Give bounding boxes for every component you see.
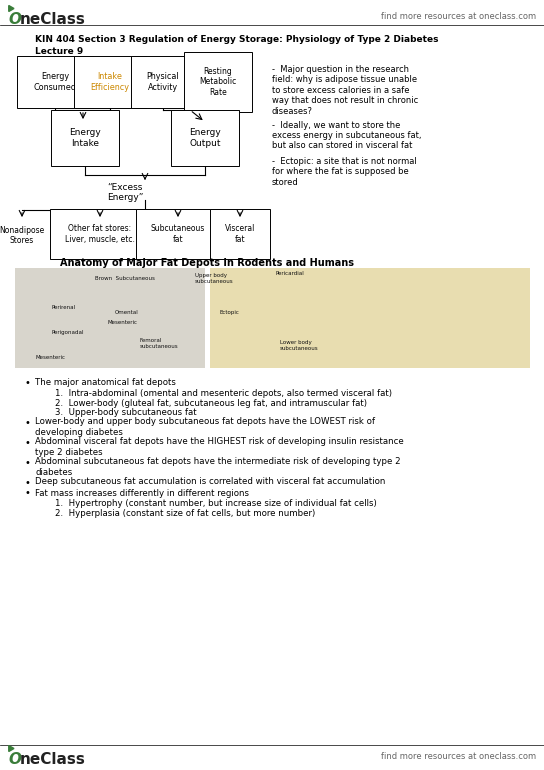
Text: Visceral
fat: Visceral fat xyxy=(225,224,255,243)
Text: “Excess
Energy”: “Excess Energy” xyxy=(107,183,143,203)
Text: find more resources at oneclass.com: find more resources at oneclass.com xyxy=(381,752,536,761)
Bar xyxy=(15,268,205,368)
Text: -  Ideally, we want to store the
excess energy in subcutaneous fat,
but also can: - Ideally, we want to store the excess e… xyxy=(272,120,422,150)
Text: Ectopic: Ectopic xyxy=(220,310,240,315)
Text: Omental: Omental xyxy=(115,310,139,315)
Text: •: • xyxy=(25,457,31,467)
Text: KIN 404 Section 3 Regulation of Energy Storage: Physiology of Type 2 Diabetes: KIN 404 Section 3 Regulation of Energy S… xyxy=(35,35,438,44)
Text: Pericardial: Pericardial xyxy=(275,271,304,276)
Text: 1.  Intra-abdominal (omental and mesenteric depots, also termed visceral fat): 1. Intra-abdominal (omental and mesenter… xyxy=(55,389,392,398)
Text: Perigonadal: Perigonadal xyxy=(52,330,84,335)
Text: neClass: neClass xyxy=(20,12,86,27)
Text: 3.  Upper-body subcutaneous fat: 3. Upper-body subcutaneous fat xyxy=(55,408,196,417)
Text: Intake
Efficiency: Intake Efficiency xyxy=(90,72,129,92)
Text: O: O xyxy=(8,752,21,767)
Text: Deep subcutaneous fat accumulation is correlated with visceral fat accumulation: Deep subcutaneous fat accumulation is co… xyxy=(35,477,385,487)
Text: Femoral
subcutaneous: Femoral subcutaneous xyxy=(140,338,178,349)
Text: Lower-body and upper body subcutaneous fat depots have the LOWEST risk of
develo: Lower-body and upper body subcutaneous f… xyxy=(35,417,375,437)
Text: -  Ectopic: a site that is not normal
for where the fat is supposed be
stored: - Ectopic: a site that is not normal for… xyxy=(272,157,417,187)
Text: Energy
Consumed: Energy Consumed xyxy=(34,72,77,92)
Text: 2.  Hyperplasia (constant size of fat cells, but more number): 2. Hyperplasia (constant size of fat cel… xyxy=(55,509,316,518)
Text: Mesenteric: Mesenteric xyxy=(108,320,138,325)
Text: Energy
Output: Energy Output xyxy=(189,129,221,148)
Text: 2.  Lower-body (gluteal fat, subcutaneous leg fat, and intramuscular fat): 2. Lower-body (gluteal fat, subcutaneous… xyxy=(55,399,367,407)
Text: Lower body
subcutaneous: Lower body subcutaneous xyxy=(280,340,319,351)
Text: Brown  Subcutaneous: Brown Subcutaneous xyxy=(95,276,155,281)
Text: The major anatomical fat depots: The major anatomical fat depots xyxy=(35,378,176,387)
Text: Fat mass increases differently in different regions: Fat mass increases differently in differ… xyxy=(35,488,249,497)
Text: -  Major question in the research
field: why is adipose tissue unable
to store e: - Major question in the research field: … xyxy=(272,65,418,116)
Text: •: • xyxy=(25,477,31,487)
Text: Physical
Activity: Physical Activity xyxy=(147,72,180,92)
Bar xyxy=(210,268,530,368)
Text: Nonadipose
Stores: Nonadipose Stores xyxy=(0,226,45,246)
Text: •: • xyxy=(25,488,31,498)
Text: Upper body
subcutaneous: Upper body subcutaneous xyxy=(195,273,233,284)
Text: find more resources at oneclass.com: find more resources at oneclass.com xyxy=(381,12,536,21)
Text: 1.  Hypertrophy (constant number, but increase size of individual fat cells): 1. Hypertrophy (constant number, but inc… xyxy=(55,500,377,508)
Text: Anatomy of Major Fat Depots in Rodents and Humans: Anatomy of Major Fat Depots in Rodents a… xyxy=(60,258,354,268)
Text: Energy
Intake: Energy Intake xyxy=(69,129,101,148)
Text: neClass: neClass xyxy=(20,752,86,767)
Text: Other fat stores:
Liver, muscle, etc.: Other fat stores: Liver, muscle, etc. xyxy=(65,224,135,243)
Text: •: • xyxy=(25,437,31,447)
Text: Mesenteric: Mesenteric xyxy=(35,355,65,360)
Text: Resting
Metabolic
Rate: Resting Metabolic Rate xyxy=(199,67,237,97)
Text: •: • xyxy=(25,378,31,388)
Text: Subcutaneous
fat: Subcutaneous fat xyxy=(151,224,205,243)
Text: Abdominal subcutaneous fat depots have the intermediate risk of developing type : Abdominal subcutaneous fat depots have t… xyxy=(35,457,400,477)
Text: Perirenal: Perirenal xyxy=(52,305,76,310)
Text: Lecture 9: Lecture 9 xyxy=(35,47,83,56)
Text: O: O xyxy=(8,12,21,27)
Text: Abdominal visceral fat depots have the HIGHEST risk of developing insulin resist: Abdominal visceral fat depots have the H… xyxy=(35,437,404,457)
Text: •: • xyxy=(25,417,31,427)
